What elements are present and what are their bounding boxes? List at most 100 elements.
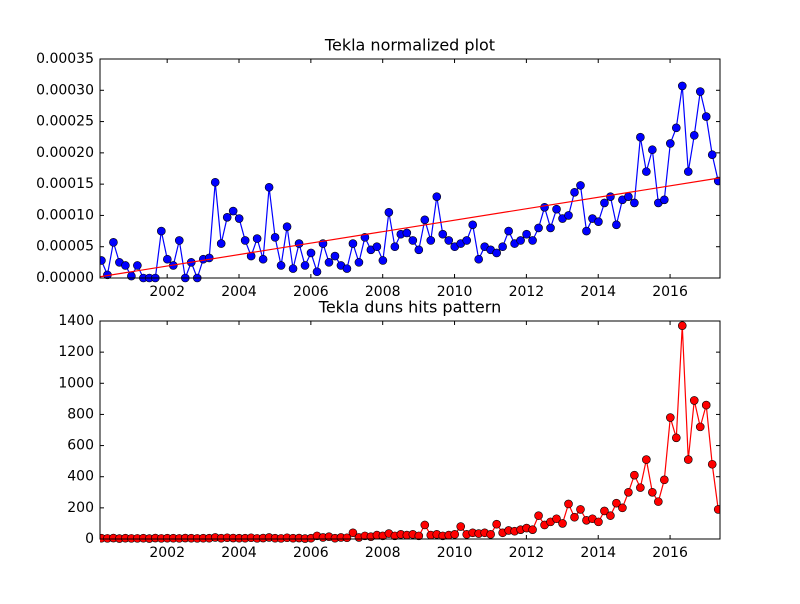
data-point [594,217,603,226]
data-point [695,422,705,432]
x-tick-label: 2006 [293,545,329,561]
data-point [552,204,561,214]
data-point [127,271,136,281]
y-tick-label: 1400 [58,313,94,329]
x-tick-label: 2014 [580,284,616,300]
data-point [648,487,657,497]
data-point [240,236,250,245]
data-point [492,248,501,258]
data-point [462,236,472,245]
data-point [576,505,585,514]
data-point [534,223,543,233]
data-point [522,229,531,239]
data-point [204,253,214,263]
y-tick-label: 0.00005 [36,239,94,255]
data-point [666,413,675,422]
data-point [528,236,537,245]
data-point [528,525,537,534]
data-point [624,192,633,201]
data-point [642,167,651,176]
data-point [133,261,142,270]
x-tick-label: 2012 [509,545,545,561]
data-point [420,520,430,530]
data-point [414,245,424,255]
data-point [600,506,609,516]
data-point [270,233,280,242]
data-point [618,503,627,513]
x-tick-label: 2002 [149,545,185,561]
data-point [624,487,633,497]
data-point [654,497,663,506]
data-point [486,530,495,539]
data-point [552,514,561,524]
data-point [701,112,711,121]
data-point [378,256,388,265]
data-point [504,226,513,236]
data-point [222,213,232,222]
y-tick-label: 800 [67,406,94,422]
data-point [414,531,424,541]
y-tick-label: 0.00035 [36,51,94,67]
chart-title: Tekla normalized plot [324,36,495,55]
data-point [701,400,711,410]
data-point [671,433,681,443]
data-point [576,181,585,190]
x-tick-label: 2010 [437,284,473,300]
data-point [677,321,687,330]
data-point [594,517,603,527]
data-point [606,192,615,201]
data-point [707,150,717,160]
data-point [420,215,430,225]
data-point [666,139,675,148]
data-point [348,528,358,538]
data-point [570,187,579,197]
y-tick-label: 600 [67,438,94,454]
data-point [683,455,693,464]
data-point [474,254,483,264]
data-point [492,519,501,529]
data-point [558,519,567,528]
data-point [677,81,687,91]
data-point [384,208,394,217]
data-point [612,220,621,230]
data-point [210,177,220,187]
x-tick-label: 2012 [509,284,545,300]
series-line [100,177,720,278]
data-point [174,236,184,245]
data-point [636,483,645,492]
data-point [282,222,292,231]
data-point [564,499,573,509]
y-tick-label: 0 [85,531,94,547]
data-point [276,261,286,270]
data-point [636,132,645,142]
y-tick-label: 0.00025 [36,114,94,130]
axes-frame [99,58,721,279]
y-tick-label: 0.00030 [36,82,94,98]
data-point [564,211,573,220]
data-point [342,533,352,543]
data-point [612,498,621,508]
data-point [438,229,448,239]
data-point [234,214,244,223]
data-point [330,251,340,261]
data-point [630,470,639,480]
x-tick-label: 2006 [293,284,329,300]
data-point [516,236,525,245]
data-point [456,522,466,531]
data-point [216,239,226,248]
data-point [671,123,681,133]
data-point [689,131,699,140]
data-point [534,511,543,520]
data-point [390,242,400,252]
x-tick-label: 2002 [149,284,185,300]
data-point [300,261,310,270]
data-point [713,505,720,514]
data-point [312,267,322,277]
data-point [294,239,304,248]
data-point [582,226,591,236]
data-point [606,511,615,520]
data-point [660,195,669,205]
data-point [695,87,705,96]
x-tick-label: 2016 [652,284,688,300]
